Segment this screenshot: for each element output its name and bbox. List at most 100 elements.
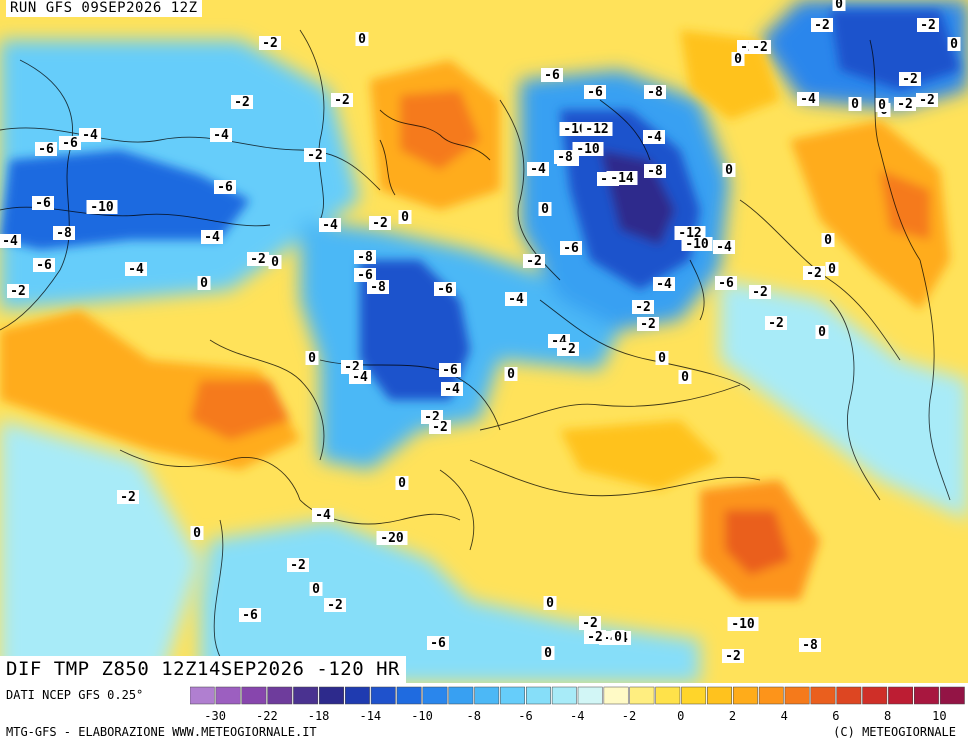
contour-label: -2 (765, 316, 787, 331)
contour-label-background (125, 262, 147, 276)
contour-label: -6 (35, 142, 57, 157)
contour-label: -4 (643, 130, 665, 145)
contour-label-text: -4 (444, 382, 460, 397)
contour-label-text: -10 (576, 142, 600, 157)
contour-label-text: -8 (56, 226, 72, 241)
contour-label-text: -10 (563, 122, 587, 137)
contour-label-text: -4 (530, 162, 546, 177)
contour-label-background (916, 93, 938, 107)
contour-label: -6 (239, 608, 261, 623)
warm-east (790, 120, 950, 310)
contour-label-background (331, 93, 353, 107)
contour-label-background (606, 171, 638, 185)
contour-label-text: -8 (357, 250, 373, 265)
contour-label-background (557, 342, 579, 356)
legend-tick-label: -4 (570, 709, 584, 722)
contour-label-text: -2 (582, 616, 598, 631)
legend-swatch (293, 686, 319, 705)
contour-label-background (312, 508, 334, 522)
contour-label-background (765, 316, 787, 330)
contour-label-text: 0 (271, 255, 279, 270)
contour-label-background (434, 282, 456, 296)
contour-label-text: -6 (38, 142, 54, 157)
contour-label: -8 (554, 150, 576, 165)
legend-tick-label: 8 (884, 709, 891, 722)
contour-label-background (247, 252, 269, 266)
contour-label-text: -2 (290, 558, 306, 573)
contour-label-text: -2 (806, 266, 822, 281)
contour-label-text: -6 (35, 196, 51, 211)
contour-label-text: -2 (768, 316, 784, 331)
cool-region-left (0, 420, 200, 683)
contour-label: -10 (572, 142, 604, 157)
contour-label-text: -8 (370, 280, 386, 295)
contour-label-background (554, 150, 576, 164)
contour-label: -4 (713, 240, 735, 255)
contour-label-background (899, 72, 921, 86)
contour-label: -2 (632, 300, 654, 315)
legend-tick-label: -2 (622, 709, 636, 722)
contour-label: 0 (655, 351, 669, 366)
run-title: RUN GFS 09SEP2026 12Z (6, 0, 202, 17)
legend-swatch (655, 686, 681, 705)
contour-label-text: -2 (635, 300, 651, 315)
contour-label-text: -12 (585, 122, 608, 137)
contour-label-background (797, 92, 819, 106)
contour-label-text: -4 (352, 370, 368, 385)
contour-label: 0 (543, 596, 557, 611)
contour-label-background (367, 280, 389, 294)
legend-swatch (732, 686, 758, 705)
contour-label: -2 (259, 36, 281, 51)
contour-label-background (259, 36, 281, 50)
contour-label: -2 (324, 598, 346, 613)
contour-label-background (572, 142, 604, 156)
contour-label: -2 (331, 93, 353, 108)
contour-label: -6 (214, 180, 236, 195)
contour-label: -6 (439, 363, 461, 378)
contour-label-background (231, 95, 253, 109)
contour-label-background (324, 598, 346, 612)
contour-label: 0 (268, 255, 282, 270)
contour-label-text: 0 (541, 202, 549, 217)
legend-tick-label: 10 (932, 709, 946, 722)
contour-label-background (59, 136, 81, 150)
contour-label-text: -2 (587, 630, 603, 645)
contour-label-text: 0 (734, 52, 742, 67)
contour-label-background (584, 85, 606, 99)
contour-label: 0 (731, 52, 745, 67)
cool-region-east (720, 280, 968, 520)
legend-swatch (526, 686, 551, 705)
contour-label: -2 (304, 148, 326, 163)
contour-label-background (541, 646, 555, 660)
contour-label: -8 (799, 638, 821, 653)
legend-swatch (784, 686, 810, 705)
contour-label: -4 (505, 292, 527, 307)
contour-label-background (7, 284, 29, 298)
contour-label-background (117, 490, 139, 504)
contour-label-text: 0 (398, 476, 406, 491)
contour-label-background (395, 476, 409, 490)
contour-label: -4 (0, 234, 21, 249)
contour-label-background (637, 317, 659, 331)
contour-label-text: -4 (322, 218, 338, 233)
contour-label-text: 0 (725, 163, 733, 178)
contour-label-background (681, 237, 713, 251)
contour-label: -2 (749, 40, 771, 55)
contour-label-text: -8 (647, 164, 663, 179)
legend-swatch (319, 686, 344, 705)
warm-north-core (400, 90, 480, 170)
contour-label: -8 (354, 250, 376, 265)
contour-label-text: 0 (193, 526, 201, 541)
contour-label-background (722, 649, 744, 663)
contour-label: 0 (395, 476, 409, 491)
contour-label: 0 (541, 646, 555, 661)
contour-label: -2 (557, 342, 579, 357)
contour-label-background (643, 130, 665, 144)
legend-tick-label: -6 (518, 709, 532, 722)
legend-swatch (707, 686, 732, 705)
contour-label-background (848, 97, 862, 111)
contour-label-text: -2 (432, 420, 448, 435)
legend-tick-label: -30 (204, 709, 226, 722)
contour-label-text: -2 (902, 72, 918, 87)
contour-label-text: 0 (878, 98, 886, 113)
